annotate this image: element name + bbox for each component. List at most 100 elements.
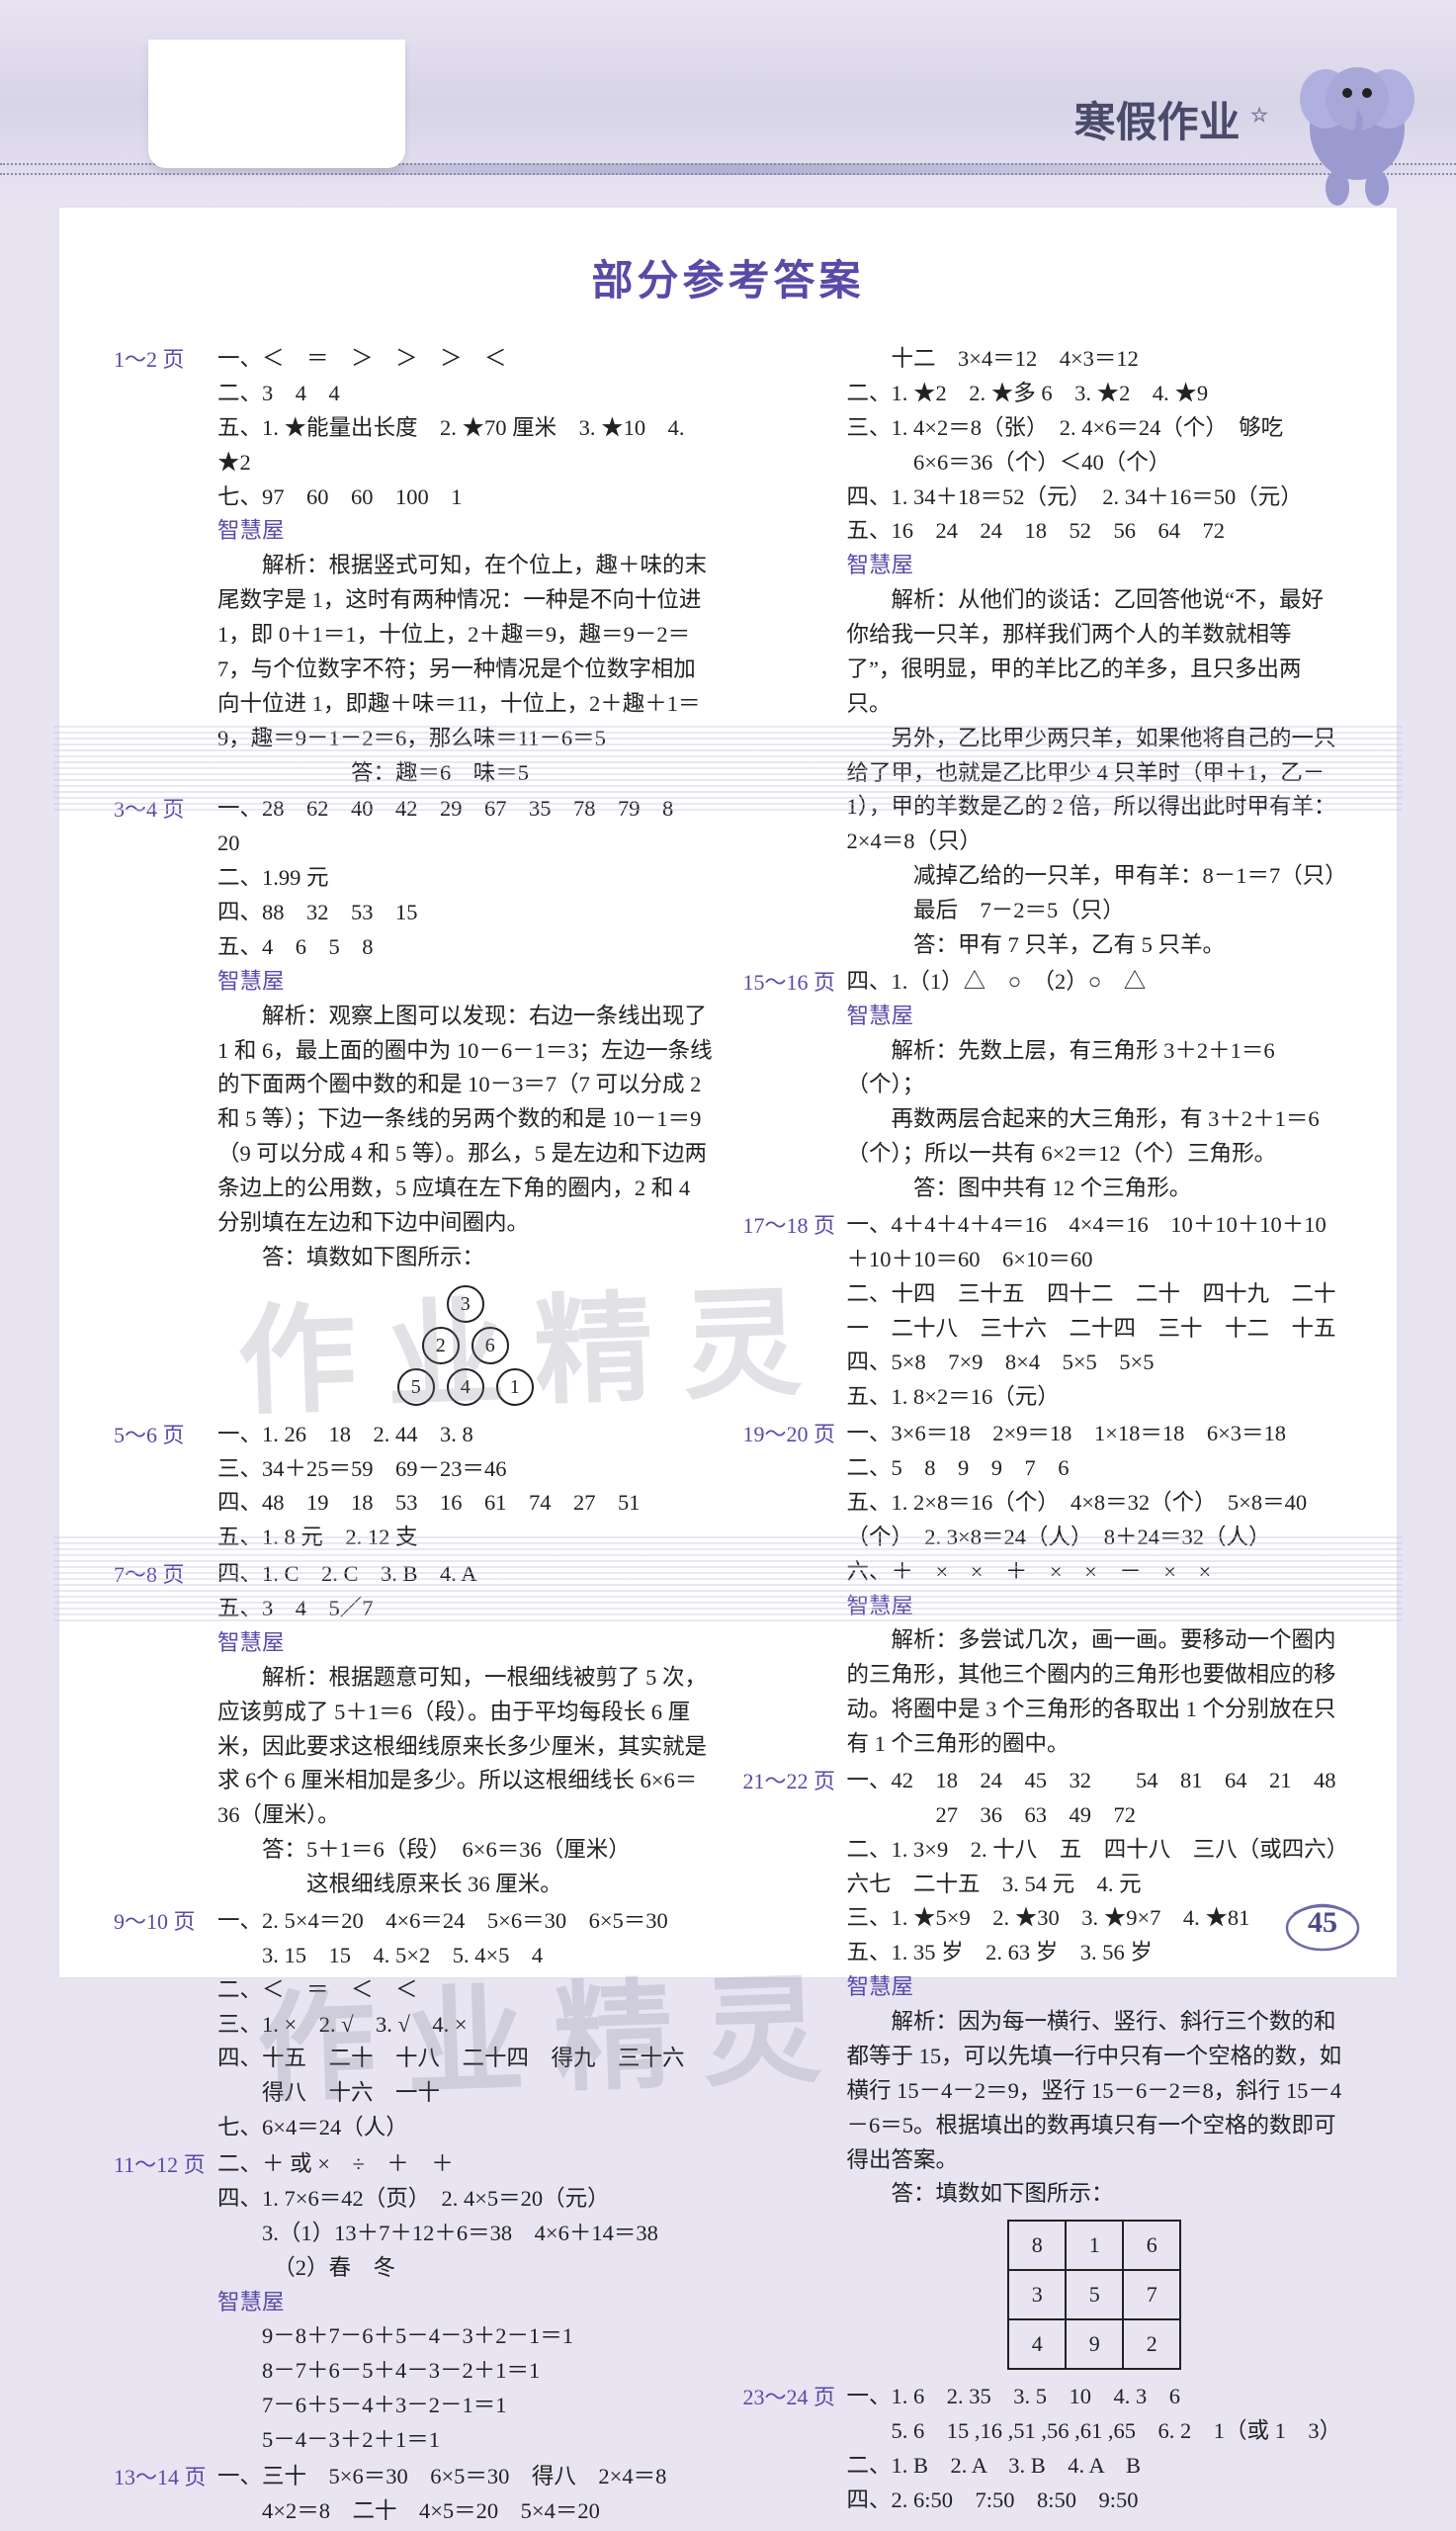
grid-cell: 6 (1123, 2221, 1180, 2270)
answer-entry: 21～22 页一、42 18 24 45 32 54 81 64 21 48 2… (743, 1764, 1343, 2378)
answer-line: 最后 7－2＝5（只） (847, 894, 1343, 928)
page-range-label: 5～6 页 (114, 1418, 217, 1556)
answer-line: 智慧屋 (847, 1970, 1343, 2005)
page-range-label: 15～16 页 (743, 965, 847, 1206)
answer-line: 一、42 18 24 45 32 54 81 64 21 48 (847, 1764, 1343, 1798)
answer-line: 智慧屋 (847, 1000, 1343, 1034)
answer-line: 3.（1）13＋7＋12＋6＝38 4×6＋14＝38 (217, 2217, 714, 2251)
answer-line: 解析：因为每一横行、竖行、斜行三个数的和都等于 15，可以先填一行中只有一个空格… (847, 2005, 1343, 2177)
answer-line: 9－8＋7－6＋5－4－3＋2－1＝1 (217, 2319, 714, 2354)
answer-line: 一、28 62 40 42 29 67 35 78 79 8 20 (217, 792, 714, 861)
entry-body: 一、1. 6 2. 35 3. 5 10 4. 3 6 5. 6 15 ,16 … (847, 2380, 1343, 2518)
page-range-label: 13～14 页 (114, 2460, 217, 2529)
answer-line: 6×6＝36（个）＜40（个） (847, 446, 1343, 480)
answer-line: 十二 3×4＝12 4×3＝12 (847, 342, 1343, 377)
page-range-label: 9～10 页 (114, 1904, 217, 2145)
answer-line: 一、2. 5×4＝20 4×6＝24 5×6＝30 6×5＝30 (217, 1904, 714, 1939)
answer-entry: 十二 3×4＝12 4×3＝12二、1. ★2 2. ★多 6 3. ★2 4.… (743, 342, 1343, 963)
header-region: 寒假作业 ☆ (0, 0, 1456, 208)
answer-line: 五、1. ★能量出长度 2. ★70 厘米 3. ★10 4. ★2 (217, 411, 714, 480)
grid-cell: 5 (1066, 2270, 1123, 2319)
answer-line: 五、4 6 5 8 (217, 930, 714, 965)
answer-line: 答：5＋1＝6（段） 6×6＝36（厘米） (217, 1833, 714, 1868)
answer-entry: 11～12 页二、＋ 或 × ÷ ＋ ＋四、1. 7×6＝42（页） 2. 4×… (114, 2147, 714, 2458)
page-content: 作业精灵 部分参考答案 1～2 页一、＜ ＝ ＞ ＞ ＞ ＜二、3 4 4五、1… (59, 208, 1397, 1977)
entry-body: 十二 3×4＝12 4×3＝12二、1. ★2 2. ★多 6 3. ★2 4.… (847, 342, 1343, 963)
answer-line: 这根细线原来长 36 厘米。 (217, 1868, 714, 1902)
answer-line: 五、3 4 5／7 (217, 1592, 714, 1626)
answer-line: 4×2＝8 二十 4×5＝20 5×4＝20 (217, 2494, 714, 2529)
answer-line: 智慧屋 (217, 514, 714, 549)
tree-node: 6 (471, 1327, 509, 1364)
answer-line: 一、＜ ＝ ＞ ＞ ＞ ＜ (217, 342, 714, 377)
grid-cell: 9 (1066, 2319, 1123, 2369)
answer-line: 再数两层合起来的大三角形，有 3＋2＋1＝6（个）；所以一共有 6×2＝12（个… (847, 1102, 1343, 1172)
page-range-label: 11～12 页 (114, 2147, 217, 2458)
entry-body: 二、＋ 或 × ÷ ＋ ＋四、1. 7×6＝42（页） 2. 4×5＝20（元）… (217, 2147, 714, 2458)
answer-line: 五、1. 35 岁 2. 63 岁 3. 56 岁 (847, 1936, 1343, 1970)
answer-line: 四、88 32 53 15 (217, 896, 714, 930)
answer-line: 一、1. 26 18 2. 44 3. 8 (217, 1418, 714, 1452)
page-range-label: 1～2 页 (114, 342, 217, 790)
answer-line: 答：图中共有 12 个三角形。 (847, 1172, 1343, 1206)
answer-line: 三、1. ★5×9 2. ★30 3. ★9×7 4. ★81 (847, 1901, 1343, 1936)
answer-line: 五、1. 8 元 2. 12 支 (217, 1521, 714, 1555)
answer-line: 四、十五 二十 十八 二十四 得九 三十六 (217, 2042, 714, 2076)
entry-body: 一、1. 26 18 2. 44 3. 8三、34＋25＝59 69－23＝46… (217, 1418, 714, 1556)
answer-line: 解析：根据竖式可知，在个位上，趣＋味的末尾数字是 1，这时有两种情况：一种是不向… (217, 549, 714, 755)
answer-entry: 9～10 页一、2. 5×4＝20 4×6＝24 5×6＝30 6×5＝30 3… (114, 1904, 714, 2145)
answer-line: 解析：观察上图可以发现：右边一条线出现了1 和 6，最上面的圈中为 10－6－1… (217, 1000, 714, 1241)
answer-line: 六、＋ × × ＋ × × － × × (847, 1555, 1343, 1590)
page-range-label: 19～20 页 (743, 1417, 847, 1762)
answer-line: 四、1.（1）△ ○ （2）○ △ (847, 965, 1343, 1000)
grid-cell: 3 (1008, 2270, 1066, 2319)
answer-line: 四、48 19 18 53 16 61 74 27 51 (217, 1486, 714, 1521)
answer-line: 二、1.99 元 (217, 861, 714, 896)
answer-line: 三、1. 4×2＝8（张） 2. 4×6＝24（个） 够吃 (847, 411, 1343, 446)
answer-entry: 15～16 页四、1.（1）△ ○ （2）○ △智慧屋 解析：先数上层，有三角形… (743, 965, 1343, 1206)
entry-body: 一、3×6＝18 2×9＝18 1×18＝18 6×3＝18二、5 8 9 9 … (847, 1417, 1343, 1762)
answer-line: 二、3 4 4 (217, 377, 714, 411)
answer-line: 五、1. 2×8＝16（个） 4×8＝32（个） 5×8＝40（个） 2. 3×… (847, 1486, 1343, 1555)
page-range-label: 17～18 页 (743, 1208, 847, 1415)
answer-line: 五、1. 8×2＝16（元） (847, 1380, 1343, 1415)
answer-line: 二、＜ ＝ ＜ ＜ (217, 1973, 714, 2008)
answer-line: 智慧屋 (847, 1590, 1343, 1624)
entry-body: 一、28 62 40 42 29 67 35 78 79 8 20二、1.99 … (217, 792, 714, 1415)
tree-node: 3 (447, 1285, 484, 1323)
tree-node: 4 (447, 1368, 484, 1406)
answer-entry: 23～24 页一、1. 6 2. 35 3. 5 10 4. 3 6 5. 6 … (743, 2380, 1343, 2518)
page-range-label: 3～4 页 (114, 792, 217, 1415)
page-range-label: 7～8 页 (114, 1557, 217, 1902)
answer-line: 另外，乙比甲少两只羊，如果他将自己的一只给了甲，也就是乙比甲少 4 只羊时（甲＋… (847, 722, 1343, 860)
answer-line: 一、3×6＝18 2×9＝18 1×18＝18 6×3＝18 (847, 1417, 1343, 1451)
page-number-badge: 45 (1284, 1894, 1361, 1952)
grid-cell: 8 (1008, 2221, 1066, 2270)
grid-cell: 2 (1123, 2319, 1180, 2369)
book-title: 寒假作业 ☆ (1074, 89, 1268, 149)
answer-line: 答：填数如下图所示： (217, 1241, 714, 1275)
answer-line: 解析：从他们的谈话：乙回答他说“不，最好你给我一只羊，那样我们两个人的羊数就相等… (847, 583, 1343, 722)
answer-line: 答：趣＝6 味＝5 (217, 756, 714, 791)
page-range-label: 23～24 页 (743, 2380, 847, 2518)
column-left: 1～2 页一、＜ ＝ ＞ ＞ ＞ ＜二、3 4 4五、1. ★能量出长度 2. … (114, 342, 714, 2531)
answer-line: 智慧屋 (217, 2286, 714, 2320)
book-title-text: 寒假作业 (1074, 101, 1241, 146)
answer-line: 5－4－3＋2＋1＝1 (217, 2423, 714, 2458)
answer-line: 5. 6 15 ,16 ,51 ,56 ,61 ,65 6. 2 1（或 1 3… (847, 2414, 1343, 2449)
magic-square-grid: 816357492 (1007, 2220, 1181, 2370)
answer-line: 七、97 60 60 100 1 (217, 480, 714, 515)
answer-line: 8－7＋6－5＋4－3－2＋1＝1 (217, 2354, 714, 2389)
answer-line: 二、1. B 2. A 3. B 4. A B (847, 2449, 1343, 2484)
column-right: 十二 3×4＝12 4×3＝12二、1. ★2 2. ★多 6 3. ★2 4.… (743, 342, 1343, 2531)
circle-tree-diagram: 326541 (217, 1285, 714, 1406)
answer-line: 解析：先数上层，有三角形 3＋2＋1＝6（个）； (847, 1034, 1343, 1103)
grid-cell: 1 (1066, 2221, 1123, 2270)
grid-cell: 7 (1123, 2270, 1180, 2319)
entry-body: 四、1.（1）△ ○ （2）○ △智慧屋 解析：先数上层，有三角形 3＋2＋1＝… (847, 965, 1343, 1206)
answer-line: 二、5 8 9 9 7 6 (847, 1451, 1343, 1486)
answer-entry: 13～14 页一、三十 5×6＝30 6×5＝30 得八 2×4＝8 4×2＝8… (114, 2460, 714, 2529)
page-range-label (743, 342, 847, 963)
star-icon: ☆ (1250, 105, 1268, 127)
answer-line: 减掉乙给的一只羊，甲有羊：8－1＝7（只） (847, 859, 1343, 894)
